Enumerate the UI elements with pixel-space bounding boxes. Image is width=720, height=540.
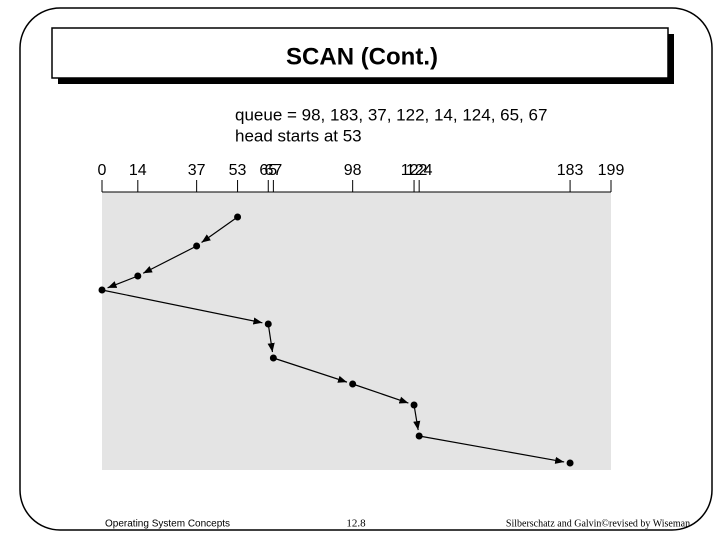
tick-label: 124: [406, 162, 433, 179]
seek-segment: [419, 435, 565, 464]
seek-segment: [352, 383, 409, 404]
head-position: [234, 213, 242, 221]
track-area: [102, 192, 611, 470]
footer-left: Operating System Concepts: [105, 519, 230, 530]
seek-segment: [201, 216, 238, 244]
tick-label: 122: [401, 162, 428, 179]
tick-label: 53: [229, 162, 247, 179]
seek-segment: [107, 275, 139, 289]
slide-title: SCAN (Cont.): [286, 43, 438, 70]
queue-text: queue = 98, 183, 37, 122, 14, 124, 65, 6…: [235, 105, 547, 124]
head-position: [349, 380, 357, 388]
head-position: [98, 286, 106, 294]
head-position: [264, 320, 272, 328]
tick-label: 37: [188, 162, 206, 179]
head-text: head starts at 53: [235, 126, 362, 145]
tick-label: 65: [259, 162, 277, 179]
head-position: [269, 354, 277, 362]
seek-segment: [101, 289, 263, 325]
tick-label: 199: [598, 162, 625, 179]
footer-center: 12.8: [346, 518, 366, 530]
head-position: [415, 432, 423, 440]
seek-segment: [413, 404, 421, 431]
title-box: [51, 27, 669, 79]
seek-segment: [273, 357, 348, 383]
tick-label: 183: [557, 162, 584, 179]
tick-label: 98: [344, 162, 362, 179]
tick-label: 14: [129, 162, 147, 179]
tick-label: 0: [98, 162, 107, 179]
seek-segment: [142, 245, 197, 274]
head-position: [410, 401, 418, 409]
head-position: [193, 242, 201, 250]
head-position: [134, 272, 142, 280]
seek-segment: [267, 323, 275, 353]
footer-right: Silberschatz and Galvin©revised by Wisem…: [506, 518, 690, 529]
tick-label: 67: [264, 162, 282, 179]
head-position: [566, 459, 574, 467]
